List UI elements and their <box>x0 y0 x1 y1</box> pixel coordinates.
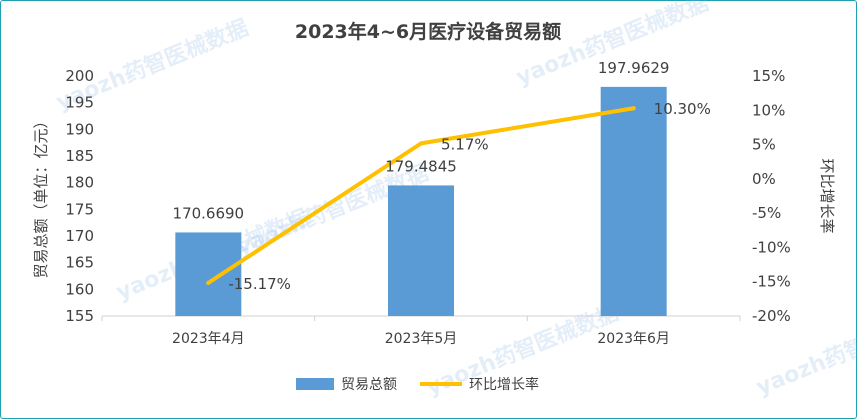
y-axis-title-left: 贸易总额（单位：亿元） <box>32 113 50 278</box>
y-tick-label-right: 5% <box>752 136 776 154</box>
data-labels: 170.6690 179.4845 197.9629 -15.17% 5.17% 10.3… <box>173 59 711 293</box>
y-tick-label-left: 180 <box>65 174 94 192</box>
x-tick-label: 2023年6月 <box>597 331 670 347</box>
bar-data-label: 170.6690 <box>173 204 245 222</box>
legend-label-line: 环比增长率 <box>469 376 539 393</box>
y-tick-label-left: 195 <box>65 94 94 112</box>
bar <box>388 185 454 316</box>
y-tick-label-right: 10% <box>752 101 785 119</box>
y-tick-label-left: 200 <box>65 67 94 85</box>
line-data-label: 5.17% <box>441 135 489 153</box>
y-tick-label-left: 160 <box>65 280 94 298</box>
line-point <box>419 141 423 146</box>
y-tick-label-right: -5% <box>752 204 781 222</box>
y-tick-label-left: 165 <box>65 254 94 272</box>
y-tick-label-right: -10% <box>752 238 791 256</box>
y-tick-label-right: 15% <box>752 67 785 85</box>
line-data-label: -15.17% <box>228 275 291 293</box>
line-series <box>206 106 636 285</box>
bar <box>600 86 667 316</box>
y-tick-label-right: -20% <box>752 307 791 325</box>
bar-data-label: 179.4845 <box>385 157 457 175</box>
bar <box>175 232 242 316</box>
watermark-text: yaozh药智医械数据 <box>513 0 713 91</box>
bar-data-label: 197.9629 <box>598 59 670 77</box>
chart-title: 2023年4~6月医疗设备贸易额 <box>295 20 561 43</box>
legend-swatch-bar <box>296 378 334 390</box>
x-tick-label: 2023年4月 <box>172 331 245 347</box>
legend-label-bar: 贸易总额 <box>341 377 397 393</box>
x-tick-label: 2023年5月 <box>385 331 458 347</box>
y-tick-label-right: -15% <box>752 273 791 291</box>
legend: 贸易总额 环比增长率 <box>296 376 539 393</box>
y-tick-label-left: 175 <box>65 200 94 218</box>
y-tick-label-left: 185 <box>65 147 94 165</box>
y-tick-label-left: 190 <box>65 120 94 138</box>
y-tick-label-left: 155 <box>65 307 94 325</box>
y-axis-title-right: 环比增长率 <box>818 158 836 233</box>
line-point <box>631 106 636 111</box>
y-tick-label-right: 0% <box>752 170 776 188</box>
bar-series <box>175 86 667 316</box>
y-tick-label-left: 170 <box>65 227 94 245</box>
line-data-label: 10.30% <box>654 100 711 118</box>
line-point <box>206 280 211 285</box>
